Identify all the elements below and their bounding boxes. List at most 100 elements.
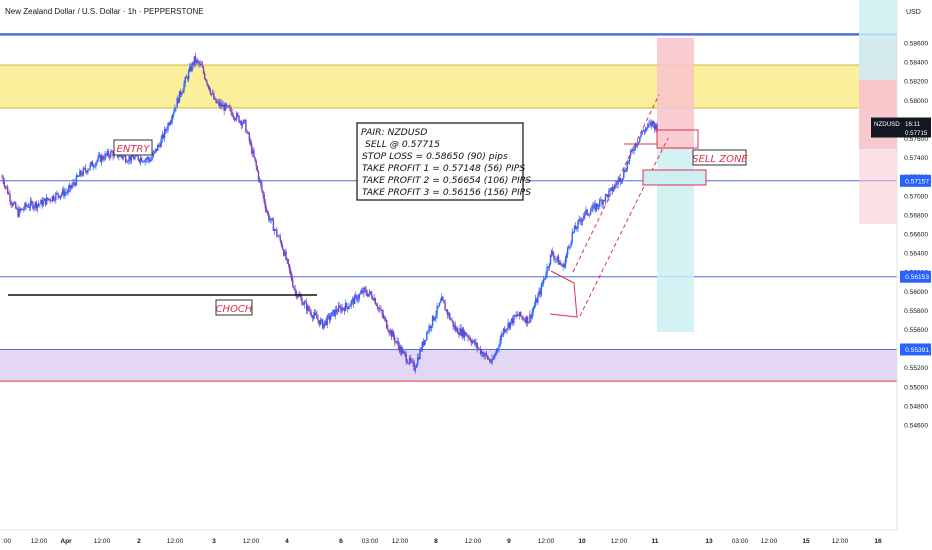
candle [372,296,374,301]
candle [301,295,303,306]
candle [515,311,517,319]
line-price-tag[interactable] [900,270,931,283]
candle [48,198,50,202]
candle [127,159,129,164]
candle [623,167,625,180]
candle [363,286,365,298]
candle [110,149,112,160]
candle [316,310,318,319]
time-axis[interactable]: :00 12:00 Apr 12:00 2 12:00 3 12:00 4 6 03:00 12:00… [0,529,932,550]
candle [426,330,428,341]
candle [525,315,528,327]
currency-label: USD [906,9,921,16]
candle [391,328,394,337]
price-tick-label: 0.56000 [904,289,928,296]
candle [155,148,158,153]
candle [149,156,151,164]
resistance-box[interactable] [656,129,699,149]
candle [211,89,214,96]
candle [186,75,189,82]
candle [161,131,164,143]
candle [485,351,488,358]
candles [1,52,658,374]
candle [438,302,441,307]
candle [272,216,275,232]
candle [65,188,67,197]
candle [407,362,410,365]
candle [250,140,253,155]
price-axis[interactable]: USD 0.586000.584000.582000.580000.578000… [871,0,932,530]
candle [291,271,293,282]
candle [35,200,38,211]
candle [502,327,505,338]
candle [539,287,541,299]
candle [177,97,180,104]
candle [264,199,267,213]
candle [26,203,28,208]
candle [209,87,212,96]
choch-label-box[interactable] [215,299,253,316]
candle [620,178,623,185]
candle [419,346,421,360]
candle [504,325,506,334]
candle [601,199,603,208]
candle [437,306,439,309]
candle [311,314,314,322]
candle [230,105,232,116]
candle [558,260,561,265]
trade-note-box[interactable] [356,122,524,201]
trade-note-line: SELL @ 0.57715 [365,139,440,150]
price-tick-label: 0.58000 [904,98,928,105]
candle [90,161,93,166]
candle [307,304,309,315]
candle [569,245,571,251]
demand-zone[interactable] [0,349,897,382]
flag-pattern[interactable] [549,270,578,318]
price-tick-label: 0.55000 [904,384,928,391]
supply-zone[interactable] [0,64,897,108]
line-price-tag[interactable] [900,174,931,187]
candle [424,339,427,345]
candle [88,168,90,171]
candle [550,249,553,258]
time-tick-label: 12:00 [611,538,628,545]
candle [466,333,468,337]
candle [463,329,466,341]
candle [312,311,315,321]
candle [43,197,46,201]
candle [11,202,14,208]
candle [112,150,114,161]
stop-loss-box[interactable] [657,38,694,149]
candle [430,325,433,332]
candle [546,263,548,279]
pullback-box[interactable] [642,169,707,186]
candle [23,206,25,213]
candle [517,313,520,317]
candle [435,310,437,323]
entry-label-box[interactable] [113,139,153,156]
candle [600,196,602,201]
candle [218,98,221,109]
candle [576,226,578,232]
candle [165,127,167,135]
candle [146,156,149,163]
candle [191,61,193,73]
candle [319,317,322,326]
current-price-tag[interactable] [871,117,931,138]
line-price-tag[interactable] [900,343,931,356]
candle [197,57,199,66]
candle [271,217,273,221]
candle [508,322,510,331]
candle [74,181,76,188]
channel-upper-line[interactable] [572,94,660,273]
future-target-box [859,0,897,80]
candle [44,198,47,207]
candle [55,191,57,205]
candle [386,319,388,330]
channel-lower-line[interactable] [579,137,669,317]
sell-zone-label-box[interactable] [692,149,747,166]
candle [471,338,474,345]
